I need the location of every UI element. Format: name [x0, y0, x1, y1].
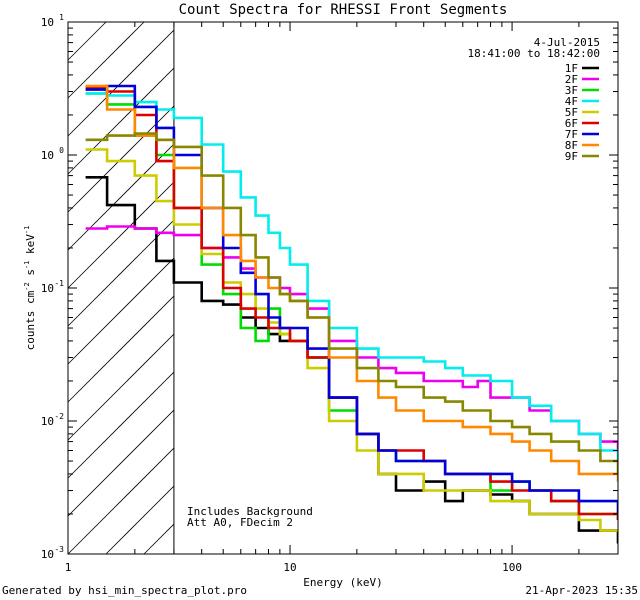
annotation-line-2: Att A0, FDecim 2 [187, 516, 293, 529]
timestamp-text: 21-Apr-2023 15:35 [525, 584, 638, 597]
y-axis-label-main-1: counts cm [24, 290, 37, 350]
y-axis-label-exp-2: -1 [23, 261, 31, 269]
series-line-9F [85, 132, 618, 474]
x-tick-label: 1 [65, 561, 72, 574]
x-tick-label: 100 [502, 561, 522, 574]
legend-label: 1F [565, 62, 578, 75]
legend-label: 9F [565, 150, 578, 163]
legend-label: 3F [565, 84, 578, 97]
y-tick-exponent: -2 [54, 412, 64, 421]
hatch-line [67, 29, 175, 137]
hatch-line [143, 523, 175, 555]
generated-by-text: Generated by hsi_min_spectra_plot.pro [2, 584, 248, 597]
y-tick-exponent: -1 [54, 279, 64, 288]
hatch-line [67, 409, 175, 517]
shaded-region [67, 21, 175, 555]
hatch-line [67, 67, 175, 175]
hatch-line [67, 371, 175, 479]
date-label: 4-Jul-2015 [534, 36, 600, 49]
time-range-label: 18:41:00 to 18:42:00 [468, 47, 600, 60]
hatch-line [67, 21, 107, 61]
y-axis-label-main-3: keV [24, 234, 37, 261]
legend-label: 8F [565, 139, 578, 152]
y-tick-label: 10 [41, 548, 54, 561]
hatch-line [67, 447, 175, 555]
y-axis-label-exp-3: -1 [23, 226, 31, 234]
series-group [85, 84, 618, 544]
y-tick-exponent: 1 [59, 13, 64, 22]
y-axis-label: counts cm-2 s-1 keV-1 [23, 226, 37, 351]
y-tick-exponent: 0 [59, 146, 64, 155]
y-axis-label-exp-1: -2 [23, 282, 31, 290]
legend-label: 6F [565, 117, 578, 130]
y-tick-label: 10 [41, 282, 54, 295]
series-line-6F [85, 86, 618, 520]
hatch-line [67, 21, 145, 99]
y-tick-exponent: -3 [54, 545, 64, 554]
y-tick-label: 10 [41, 149, 54, 162]
y-axis-label-main-2: s [24, 269, 37, 282]
hatch-line [67, 181, 175, 289]
hatch-line [67, 333, 175, 441]
y-tick-label: 10 [41, 415, 54, 428]
legend-label: 5F [565, 106, 578, 119]
hatch-line [67, 219, 175, 327]
hatch-line [105, 485, 175, 555]
hatch-line [67, 105, 175, 213]
annotation-line-1: Includes Background [187, 505, 313, 518]
series-line-4F [85, 92, 618, 461]
chart-title: Count Spectra for RHESSI Front Segments [179, 2, 508, 18]
legend-label: 2F [565, 73, 578, 86]
hatch-line [67, 257, 175, 365]
legend-label: 4F [565, 95, 578, 108]
hatch-line [67, 295, 175, 403]
x-tick-label: 10 [283, 561, 296, 574]
y-tick-label: 10 [41, 16, 54, 29]
x-axis-label: Energy (keV) [303, 576, 382, 589]
legend-label: 7F [565, 128, 578, 141]
